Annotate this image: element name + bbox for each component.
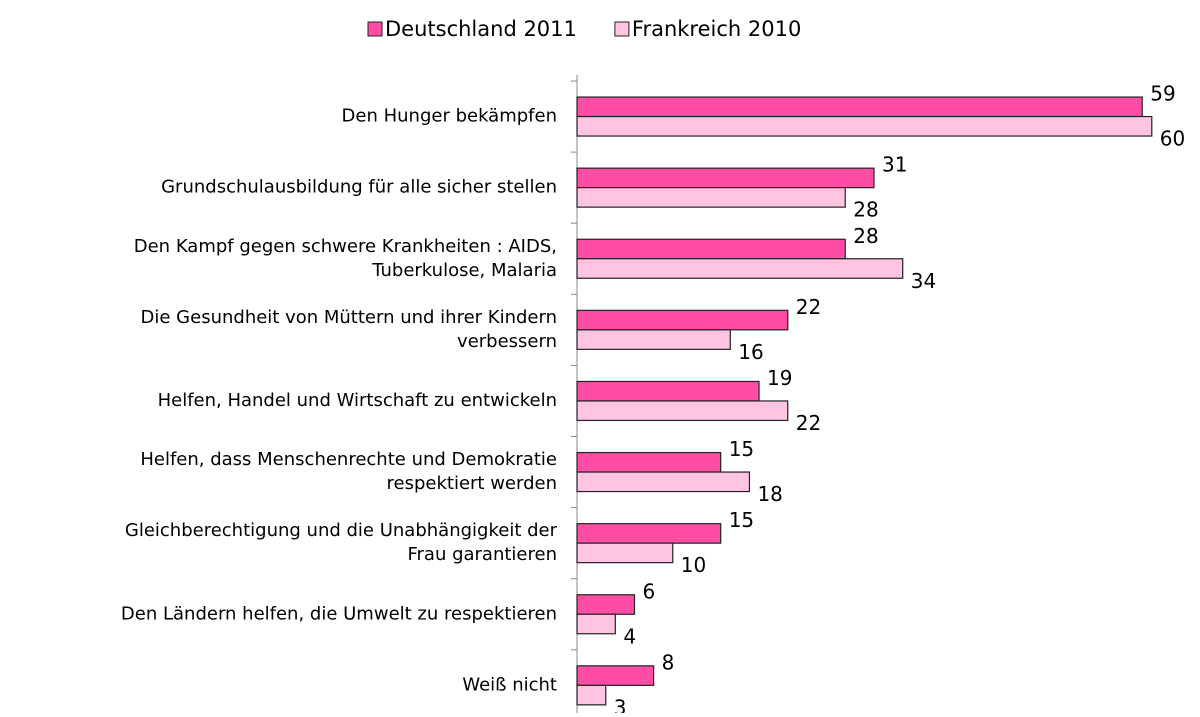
- category-label: Grundschulausbildung für alle sicher ste…: [161, 177, 557, 198]
- bar: [576, 471, 751, 493]
- legend-swatch: [367, 21, 383, 37]
- value-label: 22: [796, 295, 821, 319]
- bar: [576, 684, 607, 706]
- bar: [576, 665, 655, 686]
- value-label: 22: [796, 411, 821, 435]
- category-label: Den Kampf gegen schwere Krankheiten : AI…: [134, 236, 557, 281]
- value-label: 28: [853, 198, 878, 222]
- value-label: 28: [853, 224, 878, 248]
- value-label: 60: [1160, 127, 1185, 151]
- category-label: Helfen, dass Menschenrechte und Demokrat…: [140, 449, 557, 494]
- bar: [576, 329, 731, 350]
- bar: [576, 400, 789, 422]
- bar: [576, 594, 636, 615]
- value-label: 59: [1150, 82, 1175, 106]
- bar: [576, 115, 1153, 137]
- legend-swatch: [614, 21, 630, 37]
- value-label: 6: [642, 579, 655, 603]
- category-label: Den Hunger bekämpfen: [342, 106, 557, 127]
- bar: [576, 380, 760, 402]
- bar: [576, 451, 722, 473]
- bar: [576, 187, 846, 208]
- bar: [576, 542, 674, 564]
- value-label: 15: [729, 437, 754, 461]
- legend-label: Deutschland 2011: [385, 17, 577, 41]
- bar: [576, 523, 722, 544]
- legend-label: Frankreich 2010: [632, 17, 801, 41]
- value-label: 8: [662, 650, 675, 674]
- bar: [576, 238, 846, 260]
- value-label: 3: [614, 695, 627, 713]
- value-label: 16: [738, 340, 763, 364]
- value-label: 31: [882, 153, 907, 177]
- category-label: Gleichberechtigung und die Unabhängigkei…: [125, 520, 558, 565]
- category-label: Weiß nicht: [462, 674, 557, 695]
- category-label: Helfen, Handel und Wirtschaft zu entwick…: [158, 390, 557, 411]
- category-label: Die Gesundheit von Müttern und ihrer Kin…: [141, 307, 557, 352]
- value-label: 34: [911, 269, 936, 293]
- bar: [576, 309, 789, 331]
- bar: [576, 613, 616, 635]
- value-label: 4: [623, 624, 636, 648]
- value-label: 15: [729, 508, 754, 532]
- bar: [576, 96, 1143, 118]
- bar: [576, 167, 875, 189]
- value-label: 19: [767, 366, 792, 390]
- value-label: 10: [681, 553, 706, 577]
- value-label: 18: [757, 482, 782, 506]
- category-label: Den Ländern helfen, die Umwelt zu respek…: [121, 603, 557, 624]
- bar: [576, 258, 904, 279]
